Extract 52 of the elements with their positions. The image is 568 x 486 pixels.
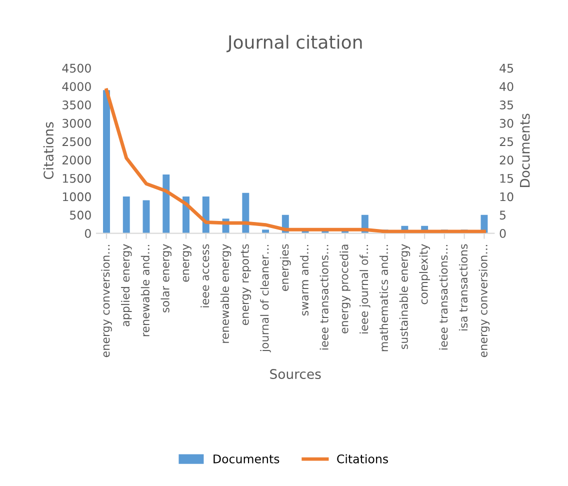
x-tick-label: mathematics and…: [379, 244, 388, 352]
x-tick-label: ieee access: [200, 244, 210, 308]
x-tick-label: ieee transactions…: [320, 244, 328, 350]
y-axis-title: Citations: [43, 122, 54, 180]
x-tick-label: renewable energy: [220, 244, 232, 343]
bar: [122, 196, 130, 234]
x-tick-label: ieee journal of…: [360, 244, 370, 334]
y2-tick-label: 30: [500, 118, 514, 128]
legend-label: Citations: [337, 454, 388, 464]
bar: [142, 200, 150, 234]
legend-label: Documents: [214, 454, 280, 464]
y-tick-label: 2000: [62, 156, 91, 164]
x-tick-label: energy reports: [240, 244, 252, 326]
y-tick-label: 1000: [62, 192, 91, 202]
y2-tick-label: 45: [500, 64, 514, 73]
x-tick-label: energy: [182, 244, 192, 282]
y-tick-label: 3500: [62, 100, 91, 110]
x-tick-label: journal of cleaner…: [260, 244, 271, 352]
y2-tick-label: 40: [500, 82, 514, 92]
y2-tick-label: 35: [500, 100, 514, 110]
x-tick-label: applied energy: [121, 244, 132, 326]
y-tick-label: 4000: [62, 82, 91, 92]
y2-tick-label: 10: [500, 192, 514, 202]
y-tick-label: 500: [70, 210, 91, 220]
x-tick-label: energies: [280, 244, 291, 291]
y-tick-label: 3000: [62, 118, 91, 128]
line-series: [104, 88, 486, 234]
bar: [103, 90, 110, 234]
x-tick-label: energy conversion…: [478, 244, 490, 358]
y2-axis-title: Documents: [520, 114, 530, 187]
x-tick-label: isa transactions: [458, 244, 468, 330]
y-tick-label: 4500: [62, 64, 91, 73]
x-tick-label: ieee transactions…: [439, 244, 448, 350]
y-tick-label: 1500: [62, 174, 91, 183]
y-tick-label: 2500: [62, 137, 91, 146]
x-tick-label: complexity: [419, 244, 430, 304]
x-tick-label: energy procedia: [340, 244, 350, 334]
y2-tick-label: 5: [500, 210, 506, 220]
y2-tick-label: 15: [500, 174, 514, 183]
y2-tick-label: 0: [500, 229, 506, 238]
x-tick-label: swarm and…: [300, 244, 309, 316]
y-tick-label: 0: [84, 229, 91, 238]
bar: [162, 174, 170, 234]
y2-tick-label: 20: [500, 156, 514, 164]
x-tick-label: sustainable energy: [399, 244, 410, 350]
x-tick-label: energy conversion…: [101, 244, 112, 358]
bar: [242, 192, 250, 234]
chart-title: Journal citation: [226, 34, 362, 52]
x-tick-label: solar energy: [160, 244, 172, 312]
y2-tick-label: 25: [500, 137, 514, 146]
x-tick-label: renewable and…: [140, 244, 150, 336]
x-axis-title: Sources: [270, 369, 321, 380]
